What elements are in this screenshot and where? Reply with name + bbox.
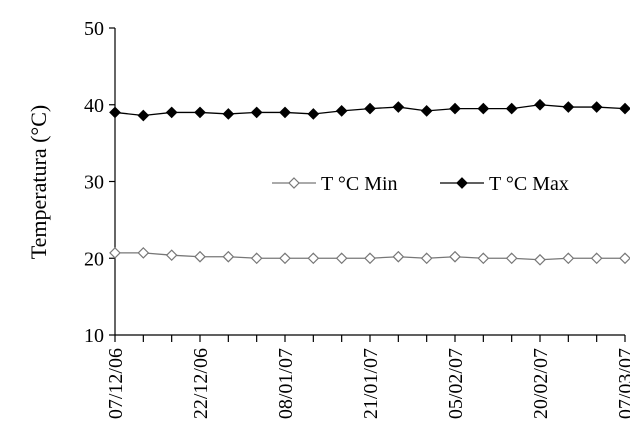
data-point — [449, 102, 461, 115]
y-axis-title: Temperatura (°C) — [26, 105, 51, 259]
data-point — [335, 105, 348, 117]
data-point — [364, 252, 376, 265]
data-point — [279, 106, 291, 119]
legend-marker — [456, 177, 468, 189]
data-point — [562, 101, 575, 113]
data-point — [109, 106, 121, 119]
data-point — [505, 102, 518, 115]
data-point — [222, 108, 235, 120]
data-point — [590, 252, 603, 265]
data-point — [109, 247, 121, 259]
x-tick-label: 07/12/06 — [105, 348, 127, 419]
data-point — [534, 253, 546, 266]
data-point — [477, 102, 490, 115]
data-point — [420, 252, 433, 265]
x-tick-label: 20/02/07 — [530, 348, 552, 419]
data-point — [165, 249, 178, 262]
data-point — [477, 252, 490, 265]
data-point — [392, 250, 405, 263]
data-point — [307, 108, 320, 120]
data-point — [590, 101, 603, 113]
data-point — [194, 250, 206, 263]
data-point — [250, 106, 263, 119]
legend-item-2: T °C Max — [440, 173, 569, 195]
x-tick-label: 21/01/07 — [360, 348, 382, 419]
data-point — [364, 102, 376, 115]
data-point — [619, 252, 630, 265]
series-layer — [109, 98, 630, 266]
x-tick-label: 07/03/07 — [615, 348, 630, 419]
series-1 — [109, 247, 630, 266]
data-point — [562, 252, 575, 265]
data-point — [619, 102, 630, 115]
data-point — [449, 250, 461, 263]
data-point — [250, 252, 263, 265]
x-tick-label: 08/01/07 — [275, 348, 297, 419]
data-point — [534, 98, 546, 111]
data-point — [505, 252, 518, 265]
x-tick-label: 05/02/07 — [445, 348, 467, 419]
y-tick-label: 30 — [84, 172, 104, 194]
data-point — [137, 247, 150, 259]
legend-label: T °C Max — [489, 173, 569, 195]
y-tick-label: 50 — [84, 18, 104, 40]
axes: 10 20 30 40 50 07/12/06 22/12/06 08/01/07 21/01/… — [84, 18, 630, 419]
data-point — [165, 106, 178, 119]
data-point — [279, 252, 291, 265]
data-point — [392, 101, 405, 113]
data-point — [420, 105, 433, 117]
data-point — [335, 252, 348, 265]
legend-label: T °C Min — [321, 173, 398, 195]
x-tick-label: 22/12/06 — [190, 348, 212, 419]
data-point — [137, 109, 150, 122]
legend: T °C Min T °C Max — [272, 173, 569, 195]
y-tick-label: 40 — [84, 95, 104, 117]
data-point — [307, 252, 320, 265]
y-tick-label: 20 — [84, 248, 104, 270]
data-point — [222, 250, 235, 263]
y-tick-label: 10 — [84, 325, 104, 347]
series-2 — [109, 98, 630, 122]
legend-marker — [288, 177, 300, 189]
legend-item-1: T °C Min — [272, 173, 398, 195]
data-point — [194, 106, 206, 119]
